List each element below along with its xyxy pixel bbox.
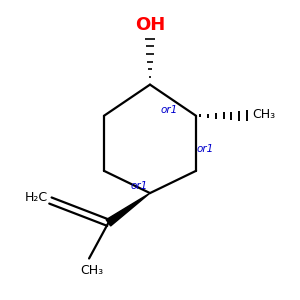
Text: or1: or1 [197, 143, 214, 154]
Text: or1: or1 [131, 181, 148, 191]
Text: CH₃: CH₃ [80, 264, 104, 278]
Text: or1: or1 [160, 105, 178, 115]
Text: OH: OH [135, 16, 165, 34]
Polygon shape [106, 193, 150, 226]
Text: H₂C: H₂C [24, 191, 47, 204]
Text: CH₃: CH₃ [253, 108, 276, 121]
